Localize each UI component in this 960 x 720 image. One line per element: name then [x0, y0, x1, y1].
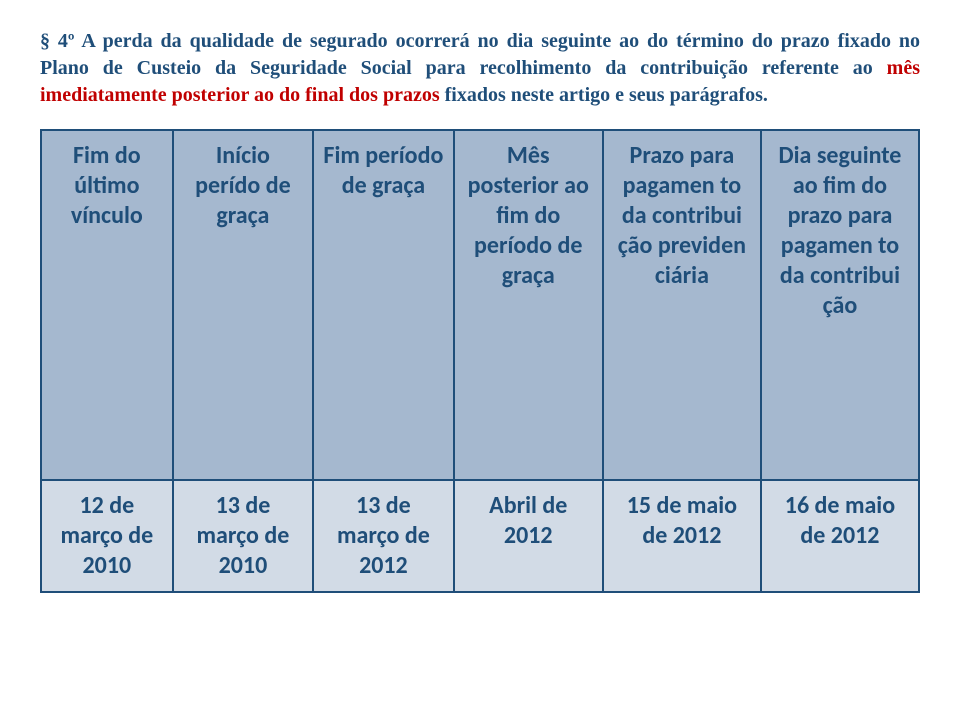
col-5: Dia seguinte ao fim do prazo para pagame…	[761, 130, 919, 480]
para-text-2: fixados neste artigo e seus parágrafos.	[445, 84, 768, 106]
col-4: Prazo para pagamen to da contribui ção p…	[603, 130, 761, 480]
cell-0-2: 13 de março de 2012	[313, 480, 453, 592]
cell-0-0: 12 de março de 2010	[41, 480, 173, 592]
legal-paragraph: § 4º A perda da qualidade de segurado oc…	[40, 28, 920, 109]
cell-0-3: Abril de 2012	[454, 480, 603, 592]
deadline-table: Fim do último vínculo Início perído de g…	[40, 129, 920, 593]
cell-0-1: 13 de março de 2010	[173, 480, 313, 592]
col-1: Início perído de graça	[173, 130, 313, 480]
cell-0-5: 16 de maio de 2012	[761, 480, 919, 592]
col-3: Mês posterior ao fim do período de graça	[454, 130, 603, 480]
table-header-row: Fim do último vínculo Início perído de g…	[41, 130, 919, 480]
col-0: Fim do último vínculo	[41, 130, 173, 480]
col-2: Fim período de graça	[313, 130, 453, 480]
cell-0-4: 15 de maio de 2012	[603, 480, 761, 592]
para-text-1: § 4º A perda da qualidade de segurado oc…	[40, 30, 920, 79]
table-row: 12 de março de 2010 13 de março de 2010 …	[41, 480, 919, 592]
